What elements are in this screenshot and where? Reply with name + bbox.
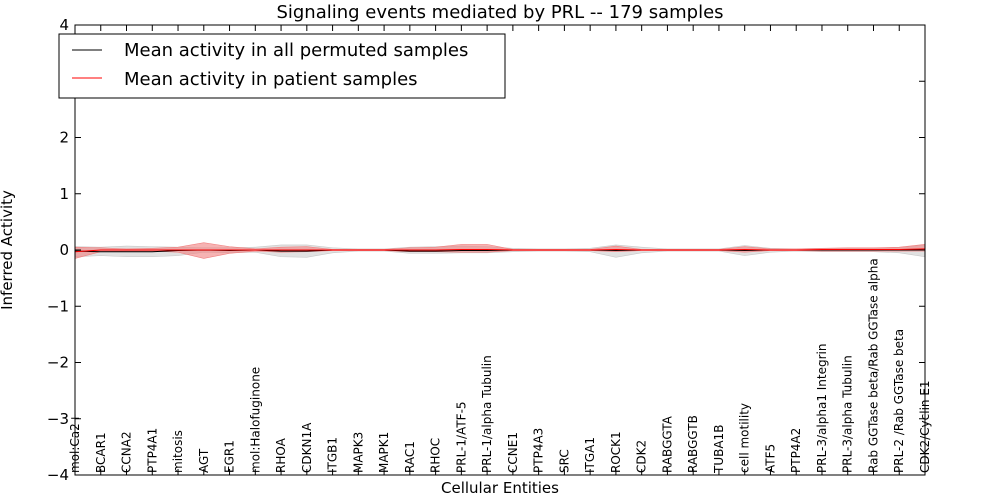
y-tick-label: −3	[47, 410, 69, 428]
legend-box	[58, 33, 506, 99]
x-tick-label: ATF5	[763, 444, 777, 473]
x-tick-label: CCNA2	[120, 431, 134, 473]
x-tick-label: mol:Ca2+	[68, 413, 82, 473]
x-tick-label: ROCK1	[609, 431, 623, 473]
chart-title: Signaling events mediated by PRL -- 179 …	[276, 2, 723, 23]
series-lines	[74, 248, 926, 253]
x-tick-label: PTP4A3	[532, 428, 546, 473]
legend: Mean activity in all permuted samples Me…	[58, 33, 506, 99]
y-tick-label: 1	[59, 185, 69, 203]
x-tick-label: Rab GGTase beta/Rab GGTase alpha	[866, 258, 880, 473]
y-tick-label: −1	[47, 297, 69, 315]
legend-label-permuted: Mean activity in all permuted samples	[124, 40, 468, 61]
x-tick-label: PRL-1/alpha Tubulin	[480, 355, 494, 473]
x-tick-label: BCAR1	[94, 432, 108, 473]
y-tick-label: −4	[47, 466, 69, 484]
x-tick-label: CDK2	[635, 440, 649, 473]
x-tick-label: ITGB1	[326, 437, 340, 473]
y-tick-label: −2	[47, 354, 69, 372]
x-tick-label: RHOA	[274, 437, 288, 473]
x-tick-label: cell motility	[738, 403, 752, 473]
y-tick-label: 0	[59, 241, 69, 259]
x-tick-label: SRC	[557, 449, 571, 473]
x-tick-label: ITGA1	[583, 437, 597, 473]
x-tick-label: PTP4A1	[145, 428, 159, 473]
x-tick-label: CDKN1A	[300, 422, 314, 473]
x-tick-label: PRL-3/alpha1 Integrin	[815, 344, 829, 474]
x-tick-label: mol:Halofuginone	[248, 367, 262, 473]
x-tick-label: RABGGTA	[660, 415, 674, 473]
x-axis-label: Cellular Entities	[441, 479, 559, 497]
x-tick-label: EGR1	[223, 440, 237, 473]
x-tick-label: RHOC	[429, 438, 443, 473]
x-tick-label: PRL-3/alpha Tubulin	[841, 355, 855, 473]
line-patient	[74, 248, 926, 253]
y-axis-label: Inferred Activity	[0, 190, 16, 310]
legend-label-patient: Mean activity in patient samples	[124, 69, 418, 90]
y-tick-label: 4	[59, 16, 69, 34]
x-tick-label: PRL-2 /Rab GGTase beta	[892, 329, 906, 473]
x-tick-label: RABGGTB	[686, 415, 700, 473]
x-tick-label: RAC1	[403, 441, 417, 473]
x-axis-ticks: mol:Ca2+ BCAR1 CCNA2 PTP4A1 mitosis AGT EGR1 mo…	[68, 25, 932, 475]
x-tick-label: MAPK3	[351, 432, 365, 473]
x-tick-label: mitosis	[171, 430, 185, 473]
x-tick-label: AGT	[197, 448, 211, 473]
x-tick-label: PTP4A2	[789, 428, 803, 473]
x-tick-label: CCNE1	[506, 432, 520, 473]
x-tick-label: CDK2/Cyclin E1	[918, 380, 932, 473]
x-tick-label: PRL-1/ATF-5	[454, 401, 468, 473]
x-tick-label: TUBA1B	[712, 425, 726, 474]
y-tick-label: 2	[59, 129, 69, 147]
x-tick-label: MAPK1	[377, 432, 391, 473]
